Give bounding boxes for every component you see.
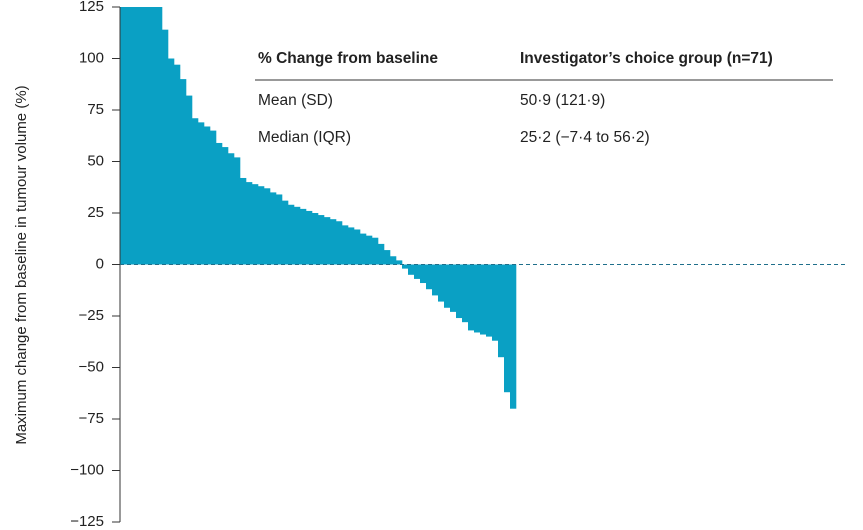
- bar: [162, 29, 169, 265]
- y-tick-label: 75: [87, 101, 104, 118]
- bar: [216, 142, 223, 265]
- bar: [408, 264, 415, 275]
- table-header: % Change from baseline: [258, 50, 438, 67]
- bar: [138, 7, 145, 265]
- y-tick-label: −50: [79, 358, 104, 375]
- bar: [210, 130, 217, 265]
- bar: [366, 235, 373, 265]
- bar: [450, 264, 457, 312]
- bar: [186, 95, 193, 265]
- bar: [354, 229, 361, 265]
- bar: [282, 200, 289, 265]
- y-tick-label: 25: [87, 204, 104, 221]
- bar: [504, 264, 511, 393]
- bar: [426, 264, 433, 290]
- bar: [492, 264, 499, 341]
- bar: [270, 192, 277, 265]
- bar: [174, 64, 181, 265]
- y-tick-label: −25: [79, 307, 104, 324]
- bar: [300, 208, 307, 265]
- bar: [276, 194, 283, 265]
- y-tick-label: 100: [79, 49, 104, 66]
- bar: [252, 184, 259, 265]
- bar: [264, 188, 271, 265]
- y-tick-label: −75: [79, 410, 104, 427]
- bar: [234, 157, 241, 265]
- bar: [180, 79, 187, 265]
- bar: [192, 118, 199, 265]
- bar: [480, 264, 487, 335]
- plot-area: [120, 7, 517, 409]
- table-header: Investigator’s choice group (n=71): [520, 50, 773, 67]
- bar: [132, 7, 139, 265]
- bar: [156, 7, 163, 265]
- bar: [510, 264, 517, 409]
- bar: [228, 153, 235, 265]
- bar: [294, 206, 301, 265]
- table-cell: Median (IQR): [258, 129, 351, 146]
- bar: [384, 250, 391, 265]
- bar: [288, 204, 295, 265]
- bar: [198, 122, 205, 265]
- bar: [348, 227, 355, 265]
- bar: [312, 213, 319, 265]
- bar: [462, 264, 469, 323]
- summary-table: % Change from baseline Investigator’s ch…: [255, 50, 833, 146]
- bar: [330, 219, 337, 265]
- bar: [456, 264, 463, 319]
- bar: [306, 210, 313, 265]
- bar: [318, 215, 325, 265]
- table-cell: 25·2 (−7·4 to 56·2): [520, 129, 650, 146]
- bar: [372, 237, 379, 265]
- bar: [246, 182, 253, 265]
- bar: [336, 221, 343, 265]
- bar: [126, 7, 133, 265]
- bar: [438, 264, 445, 302]
- bar: [222, 147, 229, 265]
- y-tick-label: 125: [79, 0, 104, 15]
- bar: [402, 264, 409, 269]
- bar: [420, 264, 427, 284]
- table-cell: 50·9 (121·9): [520, 92, 605, 109]
- table-cell: Mean (SD): [258, 92, 333, 109]
- bar: [378, 243, 385, 265]
- bar: [258, 186, 265, 265]
- y-tick-label: −100: [70, 461, 104, 478]
- y-axis-label: Maximum change from baseline in tumour v…: [13, 85, 30, 444]
- bar: [390, 256, 397, 265]
- bar: [144, 7, 151, 265]
- bar: [168, 58, 175, 265]
- y-tick-label: 50: [87, 152, 104, 169]
- y-tick-label: −125: [70, 513, 104, 530]
- bar: [240, 177, 247, 265]
- bar: [360, 233, 367, 265]
- bar: [432, 264, 439, 296]
- bar: [498, 264, 505, 358]
- bar: [444, 264, 451, 308]
- bar: [414, 264, 421, 279]
- bar: [342, 225, 349, 265]
- bar: [474, 264, 481, 333]
- bar: [204, 126, 211, 265]
- bar: [150, 7, 157, 265]
- bar: [396, 260, 403, 265]
- bar: [468, 264, 475, 331]
- bar: [486, 264, 493, 337]
- bar: [324, 217, 331, 265]
- bar: [120, 7, 127, 265]
- y-tick-label: 0: [96, 255, 104, 272]
